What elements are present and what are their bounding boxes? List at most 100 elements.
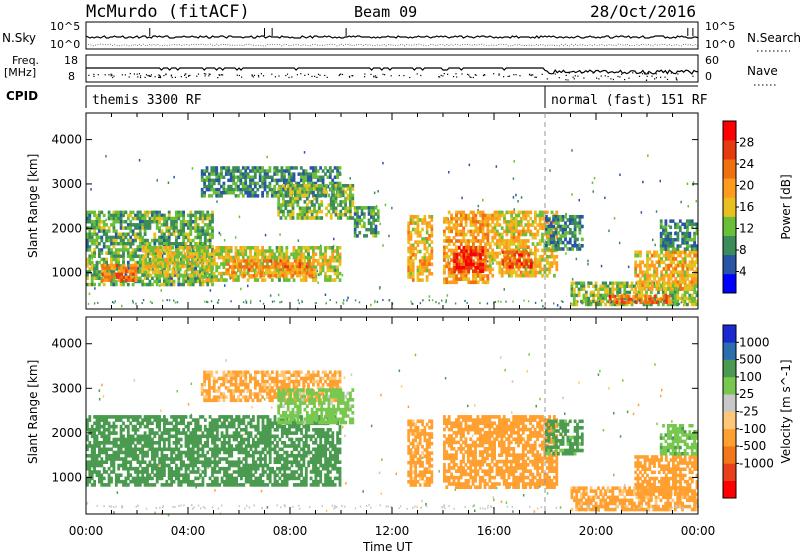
- data-cell: [187, 232, 190, 236]
- data-cell: [690, 222, 694, 226]
- data-cell: [114, 267, 118, 271]
- data-cell: [149, 261, 153, 266]
- data-cell: [524, 223, 528, 227]
- data-cell: [333, 268, 337, 273]
- data-cell: [234, 187, 238, 192]
- data-cell: [156, 267, 160, 272]
- data-cell: [510, 226, 514, 230]
- data-cell: [321, 178, 325, 183]
- data-cell: [683, 222, 687, 226]
- data-cell: [301, 190, 304, 194]
- data-cell: [534, 270, 537, 275]
- data-cell: [287, 178, 291, 183]
- data-cell: [115, 275, 119, 279]
- data-cell: [452, 280, 456, 285]
- data-cell: [693, 302, 696, 307]
- data-cell: [639, 283, 642, 288]
- data-cell: [136, 270, 140, 274]
- data-cell: [457, 216, 461, 221]
- data-cell: [653, 267, 656, 271]
- data-cell: [167, 210, 171, 215]
- data-cell: [690, 219, 694, 223]
- data-cell: [527, 256, 531, 260]
- data-cell: [296, 213, 300, 217]
- ground-cell: [609, 301, 612, 304]
- data-cell: [187, 273, 190, 277]
- data-cell: [118, 269, 121, 274]
- data-cell: [423, 243, 427, 248]
- data-cell: [86, 421, 89, 426]
- data-cell: [319, 252, 322, 257]
- data-cell: [538, 216, 542, 221]
- data-cell: [341, 190, 345, 194]
- data-cell: [676, 273, 680, 278]
- noise-cell: [446, 294, 449, 297]
- noise-cell: [632, 412, 635, 416]
- data-cell: [465, 246, 468, 250]
- nave-dot: [655, 73, 657, 75]
- nave-dot: [443, 73, 445, 75]
- data-cell: [662, 247, 665, 251]
- data-cell: [90, 279, 94, 284]
- noise-cell: [398, 369, 401, 372]
- data-cell: [136, 210, 140, 215]
- data-cell: [314, 271, 318, 276]
- data-cell: [659, 225, 663, 230]
- data-cell: [156, 252, 160, 256]
- data-cell: [112, 245, 116, 249]
- data-cell: [584, 302, 588, 307]
- data-cell: [538, 242, 542, 246]
- data-cell: [445, 255, 449, 259]
- data-cell: [289, 268, 292, 272]
- data-cell: [126, 216, 130, 221]
- data-cell: [592, 299, 595, 304]
- data-cell: [317, 206, 321, 211]
- data-cell: [553, 261, 556, 265]
- data-cell: [604, 290, 607, 295]
- data-cell: [536, 232, 540, 237]
- data-cell: [324, 255, 327, 260]
- nave-dot: [253, 74, 256, 76]
- data-cell: [315, 200, 319, 204]
- data-cell: [467, 246, 471, 250]
- data-cell: [148, 242, 152, 246]
- data-cell: [455, 277, 458, 281]
- data-cell: [237, 184, 240, 189]
- data-cell: [163, 223, 166, 227]
- noise-cell: [517, 200, 519, 203]
- data-cell: [508, 259, 512, 263]
- data-cell: [298, 274, 302, 278]
- data-cell: [370, 206, 373, 210]
- data-cell: [498, 267, 502, 272]
- data-cell: [486, 274, 490, 278]
- data-cell: [90, 447, 94, 452]
- data-cell: [172, 216, 176, 221]
- data-cell: [550, 254, 554, 259]
- data-cell: [200, 271, 204, 276]
- data-cell: [124, 235, 128, 240]
- noise-cell: [495, 486, 498, 490]
- nave-dot: [598, 78, 600, 80]
- data-cell: [662, 244, 665, 248]
- noise-cell: [686, 182, 689, 185]
- data-cell: [321, 258, 325, 263]
- data-cell: [547, 227, 551, 232]
- data-cell: [302, 255, 306, 260]
- data-cell: [253, 246, 257, 250]
- data-cell: [344, 203, 347, 207]
- data-cell: [95, 223, 99, 227]
- data-cell: [156, 249, 160, 253]
- data-cell: [303, 268, 307, 272]
- data-cell: [98, 260, 101, 265]
- data-cell: [498, 239, 502, 243]
- data-cell: [215, 172, 219, 176]
- noise-cell: [619, 173, 621, 176]
- data-cell: [170, 220, 173, 224]
- data-cell: [142, 249, 145, 253]
- data-cell: [231, 265, 234, 269]
- data-cell: [622, 294, 626, 299]
- data-cell: [559, 247, 563, 251]
- data-cell: [592, 293, 595, 298]
- data-cell: [550, 245, 554, 249]
- data-cell: [201, 216, 205, 221]
